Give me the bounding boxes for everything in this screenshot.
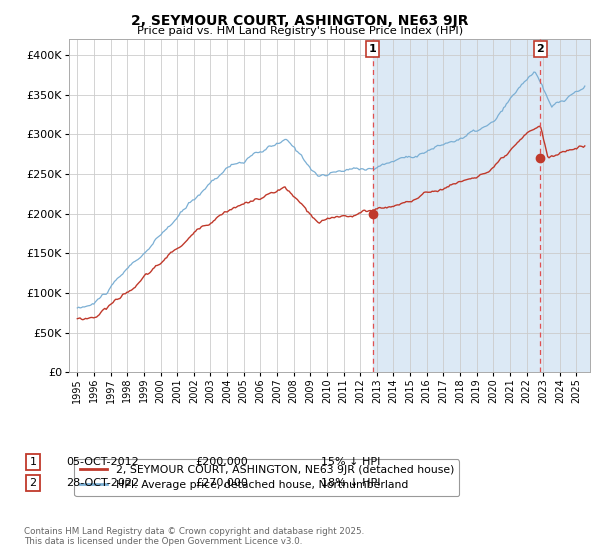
Text: 15% ↓ HPI: 15% ↓ HPI <box>321 457 380 467</box>
Text: 2: 2 <box>29 478 37 488</box>
Text: 2: 2 <box>536 44 544 54</box>
Text: 1: 1 <box>369 44 377 54</box>
Text: Contains HM Land Registry data © Crown copyright and database right 2025.
This d: Contains HM Land Registry data © Crown c… <box>24 526 364 546</box>
Bar <box>373 39 590 372</box>
Text: 1: 1 <box>29 457 37 467</box>
Text: Price paid vs. HM Land Registry's House Price Index (HPI): Price paid vs. HM Land Registry's House … <box>137 26 463 36</box>
Text: 2, SEYMOUR COURT, ASHINGTON, NE63 9JR: 2, SEYMOUR COURT, ASHINGTON, NE63 9JR <box>131 14 469 28</box>
Text: 18% ↓ HPI: 18% ↓ HPI <box>321 478 380 488</box>
Text: 28-OCT-2022: 28-OCT-2022 <box>66 478 139 488</box>
Legend: 2, SEYMOUR COURT, ASHINGTON, NE63 9JR (detached house), HPI: Average price, deta: 2, SEYMOUR COURT, ASHINGTON, NE63 9JR (d… <box>74 459 460 496</box>
Text: £200,000: £200,000 <box>195 457 248 467</box>
Text: 05-OCT-2012: 05-OCT-2012 <box>66 457 139 467</box>
Text: £270,000: £270,000 <box>195 478 248 488</box>
